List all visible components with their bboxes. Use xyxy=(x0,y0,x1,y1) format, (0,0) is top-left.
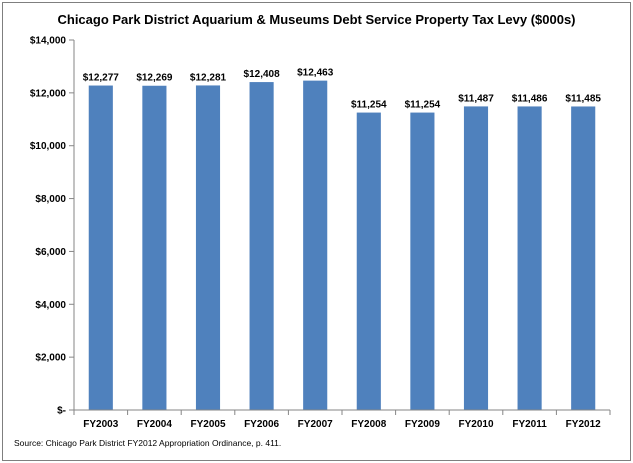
y-tick-label: $14,000 xyxy=(30,36,67,47)
x-tick-label: FY2010 xyxy=(458,419,493,430)
data-label: $12,277 xyxy=(83,73,120,84)
x-axis: FY2003 FY2004 FY2005 FY2006 FY2007 FY2008 FY20… xyxy=(73,409,611,430)
x-tick-label: FY2006 xyxy=(244,419,279,430)
data-label: $12,463 xyxy=(297,68,334,79)
bar xyxy=(303,80,328,410)
bar xyxy=(195,85,221,410)
data-labels: $12,277 $12,269 $12,281 $12,408 $12,463 $11,2… xyxy=(83,68,602,111)
data-label: $12,269 xyxy=(136,73,173,84)
x-tick-label: FY2009 xyxy=(405,419,440,430)
x-tick-label: FY2007 xyxy=(298,419,333,430)
x-tick-label: FY2003 xyxy=(83,419,118,430)
data-label: $12,408 xyxy=(244,69,281,80)
x-tick-label: FY2004 xyxy=(137,419,172,430)
bar xyxy=(88,85,113,410)
x-tick-label: FY2005 xyxy=(190,419,225,430)
bar xyxy=(410,112,435,410)
y-tick-label: $- xyxy=(57,406,66,417)
x-tick-label: FY2008 xyxy=(351,419,386,430)
bars xyxy=(88,80,596,411)
data-label: $11,254 xyxy=(351,100,387,111)
bar xyxy=(249,82,274,411)
x-tick-label: FY2012 xyxy=(566,419,601,430)
bar xyxy=(463,106,489,410)
y-tick-label: $4,000 xyxy=(35,300,66,311)
bar xyxy=(517,106,542,410)
data-label: $11,487 xyxy=(458,93,494,104)
y-tick-label: $6,000 xyxy=(35,247,66,258)
y-tick-label: $12,000 xyxy=(30,88,67,99)
y-axis: $- $2,000 $4,000 $6,000 $8,000 $10,000 $12,000… xyxy=(30,36,75,417)
source-note: Source: Chicago Park District FY2012 App… xyxy=(14,438,282,448)
data-label: $11,485 xyxy=(565,93,601,104)
y-tick-label: $8,000 xyxy=(35,194,66,205)
data-label: $12,281 xyxy=(190,72,227,83)
bar xyxy=(142,85,167,410)
x-tick-label: FY2011 xyxy=(512,419,547,430)
data-label: $11,486 xyxy=(512,93,548,104)
y-tick-label: $10,000 xyxy=(30,141,67,152)
chart-title: Chicago Park District Aquarium & Museums… xyxy=(57,12,576,27)
bar xyxy=(356,112,381,410)
data-label: $11,254 xyxy=(405,100,441,111)
bar xyxy=(571,106,596,410)
y-tick-label: $2,000 xyxy=(35,353,66,364)
